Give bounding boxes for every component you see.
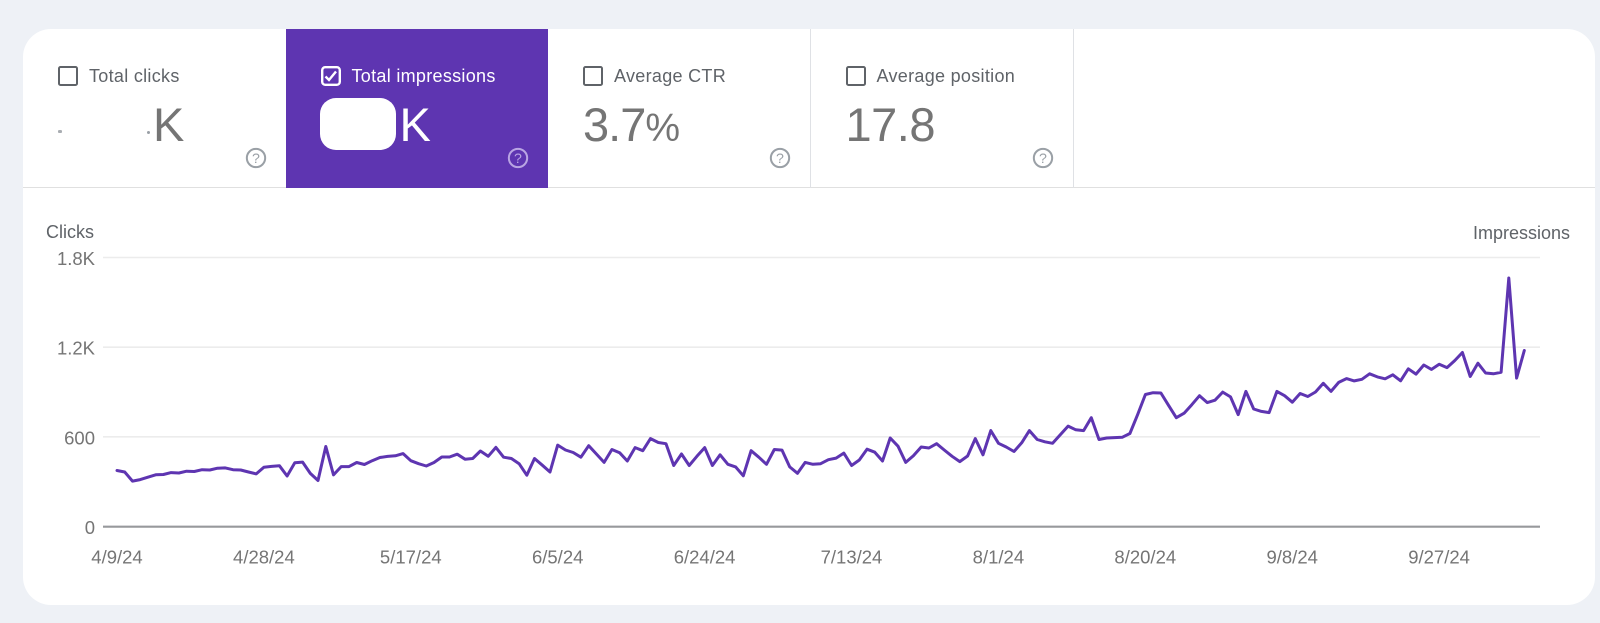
svg-text:Impressions: Impressions	[1473, 223, 1570, 243]
svg-text:1.8K: 1.8K	[57, 248, 96, 269]
svg-text:1.2K: 1.2K	[57, 338, 96, 359]
svg-text:8/20/24: 8/20/24	[1114, 547, 1176, 568]
svg-text:?: ?	[776, 151, 784, 167]
svg-text:8/1/24: 8/1/24	[973, 547, 1024, 568]
svg-text:?: ?	[1039, 151, 1047, 167]
svg-text:9/8/24: 9/8/24	[1266, 547, 1317, 568]
svg-text:6/5/24: 6/5/24	[532, 547, 583, 568]
svg-text:Clicks: Clicks	[46, 222, 94, 242]
svg-text:4/28/24: 4/28/24	[233, 547, 295, 568]
svg-text:5/17/24: 5/17/24	[380, 547, 442, 568]
svg-text:6/24/24: 6/24/24	[674, 547, 736, 568]
svg-text:?: ?	[252, 151, 260, 167]
svg-text:7/13/24: 7/13/24	[821, 547, 883, 568]
svg-text:9/27/24: 9/27/24	[1408, 547, 1470, 568]
svg-text:4/9/24: 4/9/24	[91, 547, 142, 568]
svg-text:600: 600	[64, 427, 95, 448]
svg-text:0: 0	[85, 517, 95, 538]
svg-text:?: ?	[514, 151, 522, 167]
